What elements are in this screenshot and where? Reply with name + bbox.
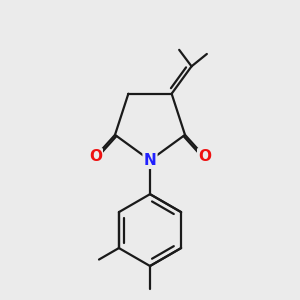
Text: O: O xyxy=(198,149,211,164)
Text: O: O xyxy=(89,149,102,164)
Text: N: N xyxy=(144,153,156,168)
